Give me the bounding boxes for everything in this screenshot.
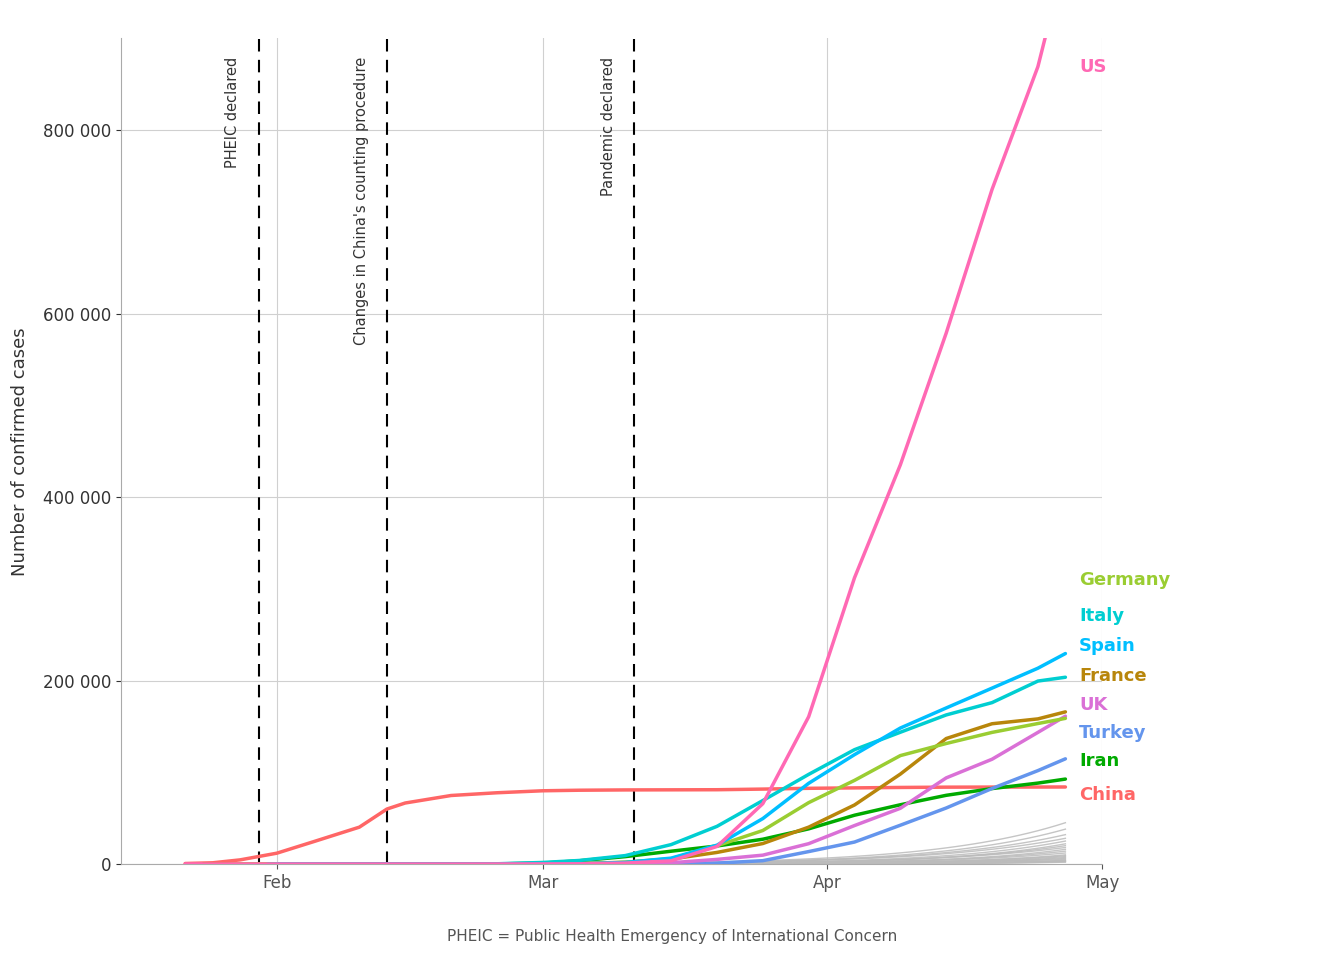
- Text: Changes in China's counting procedure: Changes in China's counting procedure: [353, 57, 368, 345]
- Text: UK: UK: [1079, 696, 1107, 714]
- Text: France: France: [1079, 667, 1146, 684]
- Text: Pandemic declared: Pandemic declared: [601, 57, 616, 196]
- Y-axis label: Number of confirmed cases: Number of confirmed cases: [11, 327, 30, 575]
- Text: US: US: [1079, 58, 1106, 76]
- Text: China: China: [1079, 786, 1136, 804]
- Text: Turkey: Turkey: [1079, 724, 1146, 742]
- Text: Germany: Germany: [1079, 570, 1171, 588]
- Text: PHEIC declared: PHEIC declared: [226, 57, 241, 168]
- Text: Spain: Spain: [1079, 636, 1136, 655]
- Text: Italy: Italy: [1079, 608, 1125, 625]
- Text: PHEIC = Public Health Emergency of International Concern: PHEIC = Public Health Emergency of Inter…: [446, 929, 898, 944]
- Text: Iran: Iran: [1079, 753, 1120, 770]
